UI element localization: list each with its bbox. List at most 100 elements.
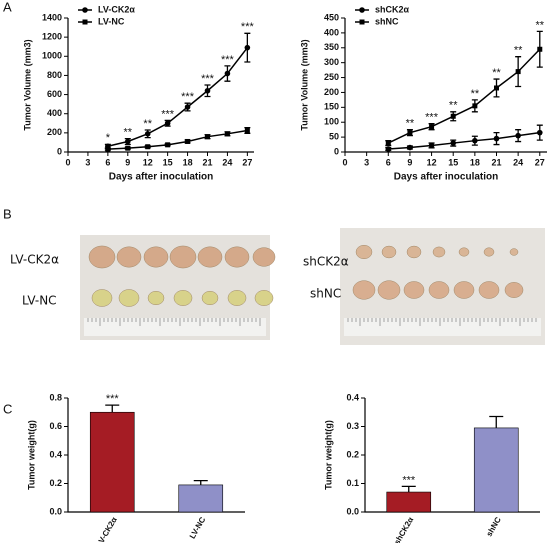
x-tick-label: 9: [125, 157, 130, 167]
ruler: [344, 318, 541, 336]
x-tick-label: 3: [85, 157, 90, 167]
significance: *: [106, 132, 111, 144]
y-axis-label: Tumor Volume (mm3): [299, 39, 309, 130]
marker: [385, 146, 392, 152]
marker: [472, 137, 478, 144]
y-tick-label: 1000: [42, 51, 62, 61]
y-axis-label: Tumor Volume (mm3): [22, 39, 32, 130]
marker: [244, 127, 250, 133]
error-bar: [105, 404, 120, 413]
y-tick-label: 0.4: [346, 392, 359, 402]
x-tick-label: shCK2α: [392, 515, 415, 543]
marker: [164, 120, 171, 127]
significance: **: [406, 118, 415, 130]
y-tick-label: 0: [57, 146, 62, 156]
panel-label: B: [3, 206, 12, 221]
marker: [472, 103, 478, 109]
significance: ***: [241, 21, 255, 33]
error-bar: [401, 485, 416, 493]
axis-line: [344, 18, 547, 153]
y-tick-label: 0.2: [346, 449, 359, 459]
y-tick-label: 0.8: [49, 392, 62, 402]
y-tick-label: 200: [324, 87, 339, 97]
bar: [473, 427, 519, 513]
significance: ***: [402, 474, 416, 486]
legend-marker: [82, 7, 88, 13]
y-tick-label: 150: [324, 102, 339, 112]
error-bar: [489, 415, 504, 428]
significance: **: [536, 19, 545, 31]
bar: [89, 411, 135, 513]
tumor: [254, 290, 274, 306]
marker: [385, 140, 391, 146]
x-tick-label: 9: [407, 157, 412, 167]
marker: [536, 129, 543, 136]
tumor: [432, 246, 446, 258]
x-axis-label: Days after inoculation: [394, 172, 498, 183]
y-tick-label: 1400: [42, 12, 62, 22]
tumor: [509, 248, 519, 256]
marker: [515, 69, 521, 75]
legend-label: shCK2α: [375, 4, 410, 14]
marker: [515, 132, 521, 139]
marker: [244, 44, 251, 51]
tumor: [478, 281, 500, 299]
tumor: [352, 280, 376, 300]
y-axis-label: Tumor weight(g): [323, 420, 333, 490]
marker: [105, 146, 111, 152]
y-tick-label: 600: [47, 89, 62, 99]
series-line: [388, 131, 540, 150]
marker: [537, 46, 543, 52]
row-label: shNC: [310, 287, 341, 301]
x-tick-label: 6: [105, 157, 110, 167]
marker: [124, 138, 131, 145]
marker: [407, 130, 413, 136]
y-tick-label: 400: [47, 108, 62, 118]
marker: [125, 145, 131, 151]
y-tick-label: 0.6: [49, 421, 62, 431]
marker: [144, 131, 151, 137]
legend-label: LV-NC: [98, 16, 125, 26]
y-tick-label: 800: [47, 70, 62, 80]
y-tick-label: 450: [324, 12, 339, 22]
tumor: [116, 246, 142, 268]
tumor: [173, 290, 193, 306]
tumor: [169, 245, 197, 269]
x-tick-label: 12: [427, 157, 437, 167]
significance: ***: [425, 112, 439, 124]
x-tick-label: 24: [222, 157, 232, 167]
marker: [494, 85, 499, 91]
y-tick-label: 1200: [42, 32, 62, 42]
x-tick-label: LV-CK2α: [95, 515, 119, 543]
tumor: [406, 245, 422, 259]
row-label: LV-NC: [22, 294, 57, 308]
tumor: [458, 247, 470, 257]
marker: [185, 138, 191, 144]
significance: **: [143, 118, 152, 130]
y-tick-label: 400: [324, 27, 339, 37]
significance: ***: [201, 73, 215, 85]
row-label: shCK2α: [303, 255, 349, 269]
tumor: [252, 247, 276, 267]
marker: [204, 87, 211, 94]
marker: [224, 70, 231, 77]
x-tick-label: 18: [470, 157, 480, 167]
bar: [386, 491, 432, 513]
x-tick-label: 12: [143, 157, 153, 167]
row-label: LV-CK2α: [10, 253, 59, 267]
tumor: [381, 245, 397, 259]
significance: **: [492, 67, 501, 79]
x-tick-label: 27: [242, 157, 252, 167]
x-tick-label: shNC: [485, 515, 503, 538]
marker: [145, 144, 151, 150]
y-tick-label: 0.1: [346, 478, 359, 488]
significance: **: [471, 88, 480, 100]
tumor: [147, 290, 165, 306]
legend-marker: [82, 19, 88, 25]
significance: **: [449, 100, 458, 112]
legend-marker: [359, 7, 365, 13]
y-tick-label: 0: [334, 146, 339, 156]
legend-marker: [359, 19, 365, 25]
x-tick-label: 6: [386, 157, 391, 167]
series-line: [387, 48, 541, 144]
